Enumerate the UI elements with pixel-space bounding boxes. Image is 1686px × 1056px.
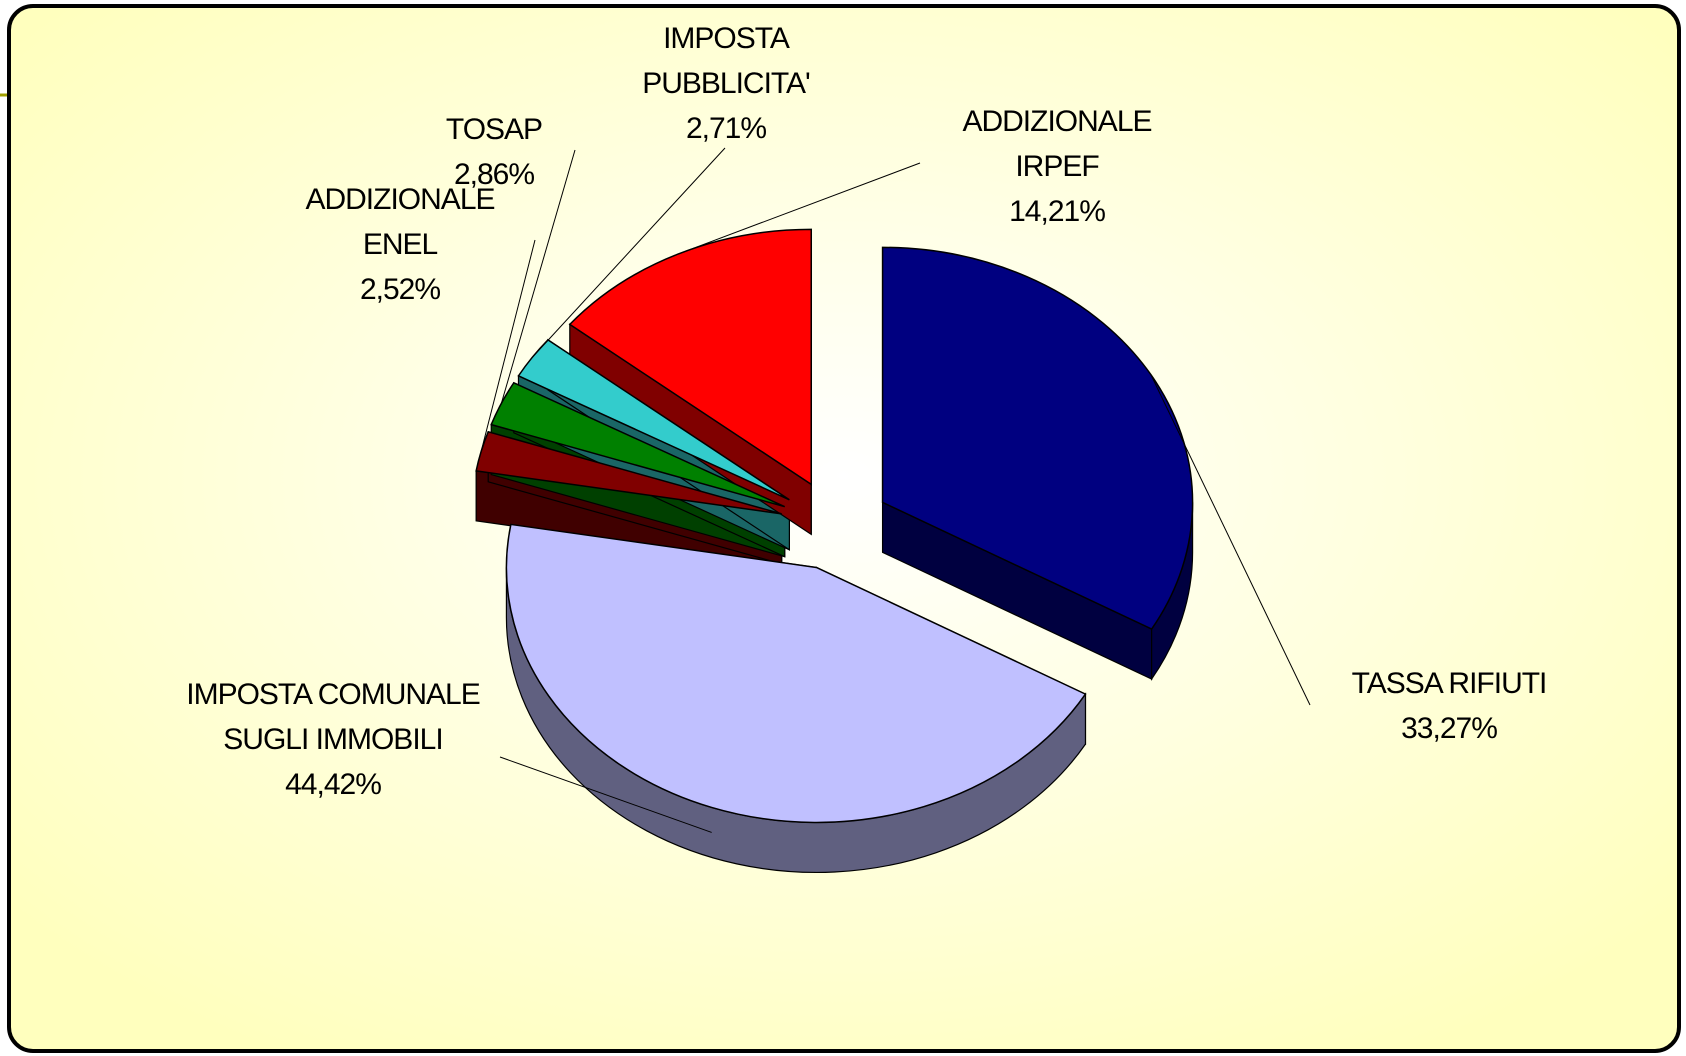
data-label: TASSA RIFIUTI 33,27% (1309, 661, 1589, 751)
data-label: TOSAP 2,86% (414, 107, 574, 197)
leader-line (500, 149, 576, 404)
category-label: IMPOSTA PUBBLICITA' (642, 22, 811, 100)
leader-line (1150, 374, 1311, 706)
data-label: ADDIZIONALE IRPEF 14,21% (932, 99, 1182, 234)
leader-line (677, 162, 921, 255)
data-label: ADDIZIONALE ENEL 2,52% (280, 177, 520, 312)
data-label: IMPOSTA PUBBLICITA' 2,71% (606, 16, 846, 151)
value-label: 14,21% (1009, 195, 1106, 228)
category-label: TOSAP (445, 113, 543, 146)
leader-line (480, 239, 536, 452)
leader-line (499, 756, 712, 833)
value-label: 2,71% (685, 112, 767, 145)
leader-line (531, 147, 726, 358)
value-label: 44,42% (285, 768, 382, 801)
category-label: IMPOSTA COMUNALE SUGLI IMMOBILI (186, 678, 481, 756)
value-label: 33,27% (1401, 712, 1498, 745)
pie-slice (881, 246, 1194, 630)
pie-slice (505, 523, 1087, 824)
value-label: 2,52% (359, 273, 441, 306)
data-label: IMPOSTA COMUNALE SUGLI IMMOBILI 44,42% (168, 672, 498, 807)
category-label: ADDIZIONALE IRPEF (962, 105, 1152, 183)
chart-background (7, 4, 1681, 1053)
category-label: ADDIZIONALE ENEL (305, 183, 495, 261)
value-label: 2,86% (453, 158, 535, 191)
category-label: TASSA RIFIUTI (1351, 667, 1548, 700)
pie-slice (490, 381, 786, 508)
